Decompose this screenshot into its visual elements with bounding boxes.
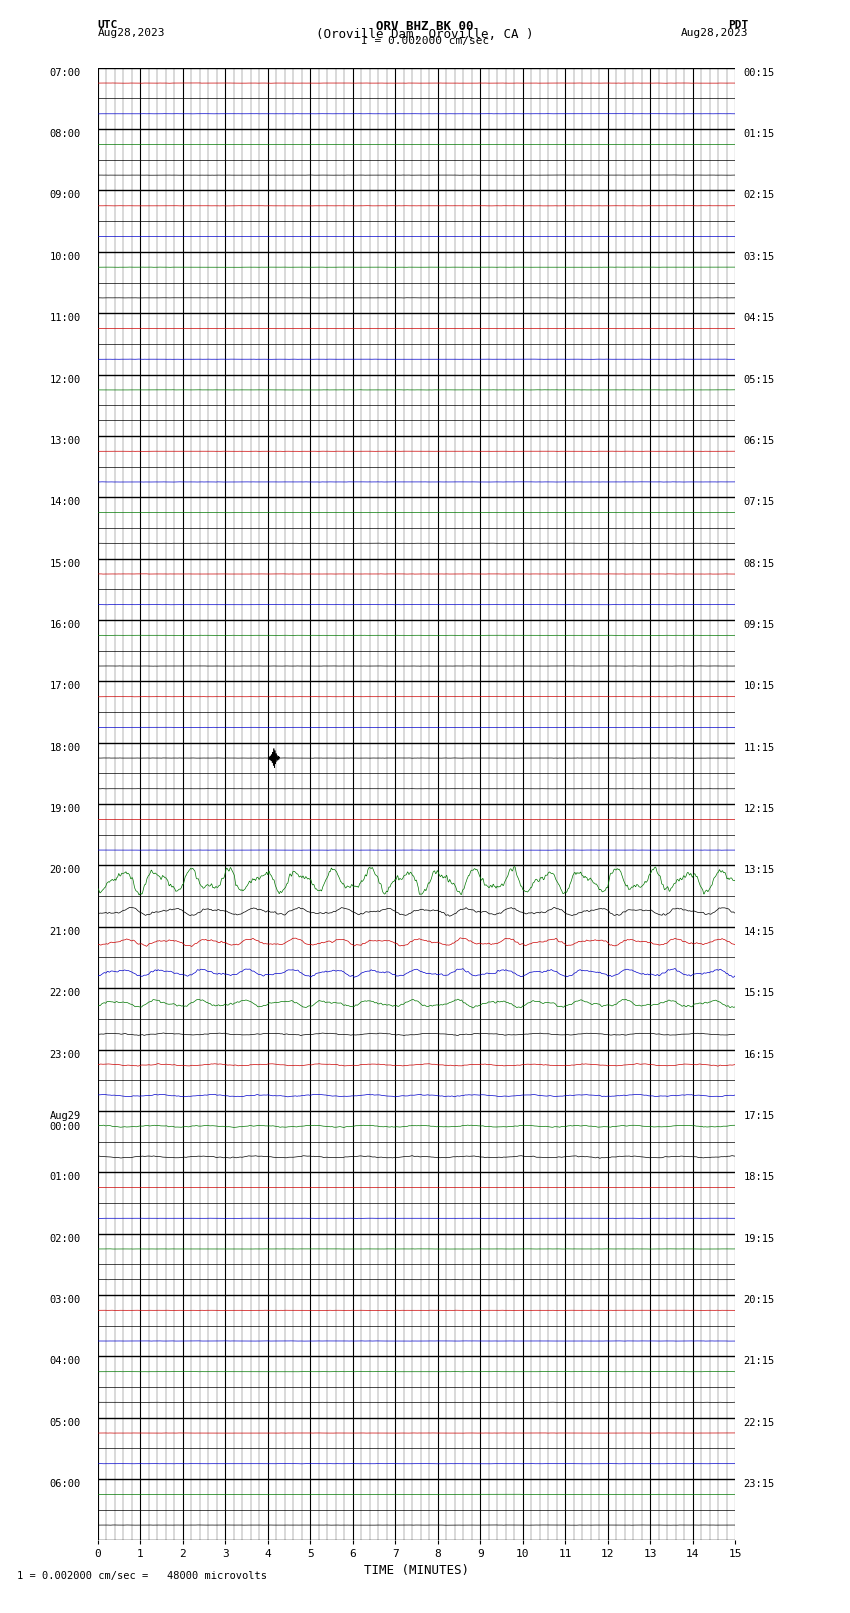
Text: 14:00: 14:00	[49, 497, 81, 506]
Text: (Oroville Dam, Oroville, CA ): (Oroville Dam, Oroville, CA )	[316, 29, 534, 42]
Text: 21:15: 21:15	[744, 1357, 775, 1366]
Text: 10:15: 10:15	[744, 681, 775, 692]
Text: 15:00: 15:00	[49, 558, 81, 569]
Text: Aug28,2023: Aug28,2023	[98, 29, 165, 39]
Text: 04:00: 04:00	[49, 1357, 81, 1366]
Text: 22:00: 22:00	[49, 989, 81, 998]
Text: UTC: UTC	[98, 19, 118, 31]
Text: 16:00: 16:00	[49, 619, 81, 631]
Text: 07:15: 07:15	[744, 497, 775, 506]
Text: 10:00: 10:00	[49, 252, 81, 261]
Text: 11:00: 11:00	[49, 313, 81, 323]
Text: 06:00: 06:00	[49, 1479, 81, 1489]
Text: 13:00: 13:00	[49, 436, 81, 445]
Text: 18:00: 18:00	[49, 742, 81, 753]
Text: 20:15: 20:15	[744, 1295, 775, 1305]
Text: ORV BHZ BK 00: ORV BHZ BK 00	[377, 19, 473, 34]
Text: 09:00: 09:00	[49, 190, 81, 200]
Text: 14:15: 14:15	[744, 927, 775, 937]
Text: 04:15: 04:15	[744, 313, 775, 323]
Text: 23:15: 23:15	[744, 1479, 775, 1489]
Text: 03:00: 03:00	[49, 1295, 81, 1305]
Text: Aug28,2023: Aug28,2023	[681, 29, 748, 39]
Text: 03:15: 03:15	[744, 252, 775, 261]
Text: 19:00: 19:00	[49, 805, 81, 815]
Text: 19:15: 19:15	[744, 1234, 775, 1244]
Text: 02:15: 02:15	[744, 190, 775, 200]
Text: 05:00: 05:00	[49, 1418, 81, 1428]
Text: 18:15: 18:15	[744, 1173, 775, 1182]
Text: 08:15: 08:15	[744, 558, 775, 569]
Text: 01:15: 01:15	[744, 129, 775, 139]
Text: 07:00: 07:00	[49, 68, 81, 77]
Text: 09:15: 09:15	[744, 619, 775, 631]
Text: 1 = 0.002000 cm/sec =   48000 microvolts: 1 = 0.002000 cm/sec = 48000 microvolts	[17, 1571, 267, 1581]
X-axis label: TIME (MINUTES): TIME (MINUTES)	[364, 1563, 469, 1576]
Text: 00:15: 00:15	[744, 68, 775, 77]
Text: 05:15: 05:15	[744, 374, 775, 384]
Text: 02:00: 02:00	[49, 1234, 81, 1244]
Text: 15:15: 15:15	[744, 989, 775, 998]
Text: 20:00: 20:00	[49, 866, 81, 876]
Text: 13:15: 13:15	[744, 866, 775, 876]
Text: PDT: PDT	[728, 19, 748, 31]
Text: 08:00: 08:00	[49, 129, 81, 139]
Text: I = 0.002000 cm/sec: I = 0.002000 cm/sec	[361, 37, 489, 47]
Text: 21:00: 21:00	[49, 927, 81, 937]
Text: 12:00: 12:00	[49, 374, 81, 384]
Text: 06:15: 06:15	[744, 436, 775, 445]
Text: 16:15: 16:15	[744, 1050, 775, 1060]
Text: 23:00: 23:00	[49, 1050, 81, 1060]
Text: 12:15: 12:15	[744, 805, 775, 815]
Text: Aug29
00:00: Aug29 00:00	[49, 1111, 81, 1132]
Text: 17:15: 17:15	[744, 1111, 775, 1121]
Text: 22:15: 22:15	[744, 1418, 775, 1428]
Text: 01:00: 01:00	[49, 1173, 81, 1182]
Text: 17:00: 17:00	[49, 681, 81, 692]
Text: 11:15: 11:15	[744, 742, 775, 753]
